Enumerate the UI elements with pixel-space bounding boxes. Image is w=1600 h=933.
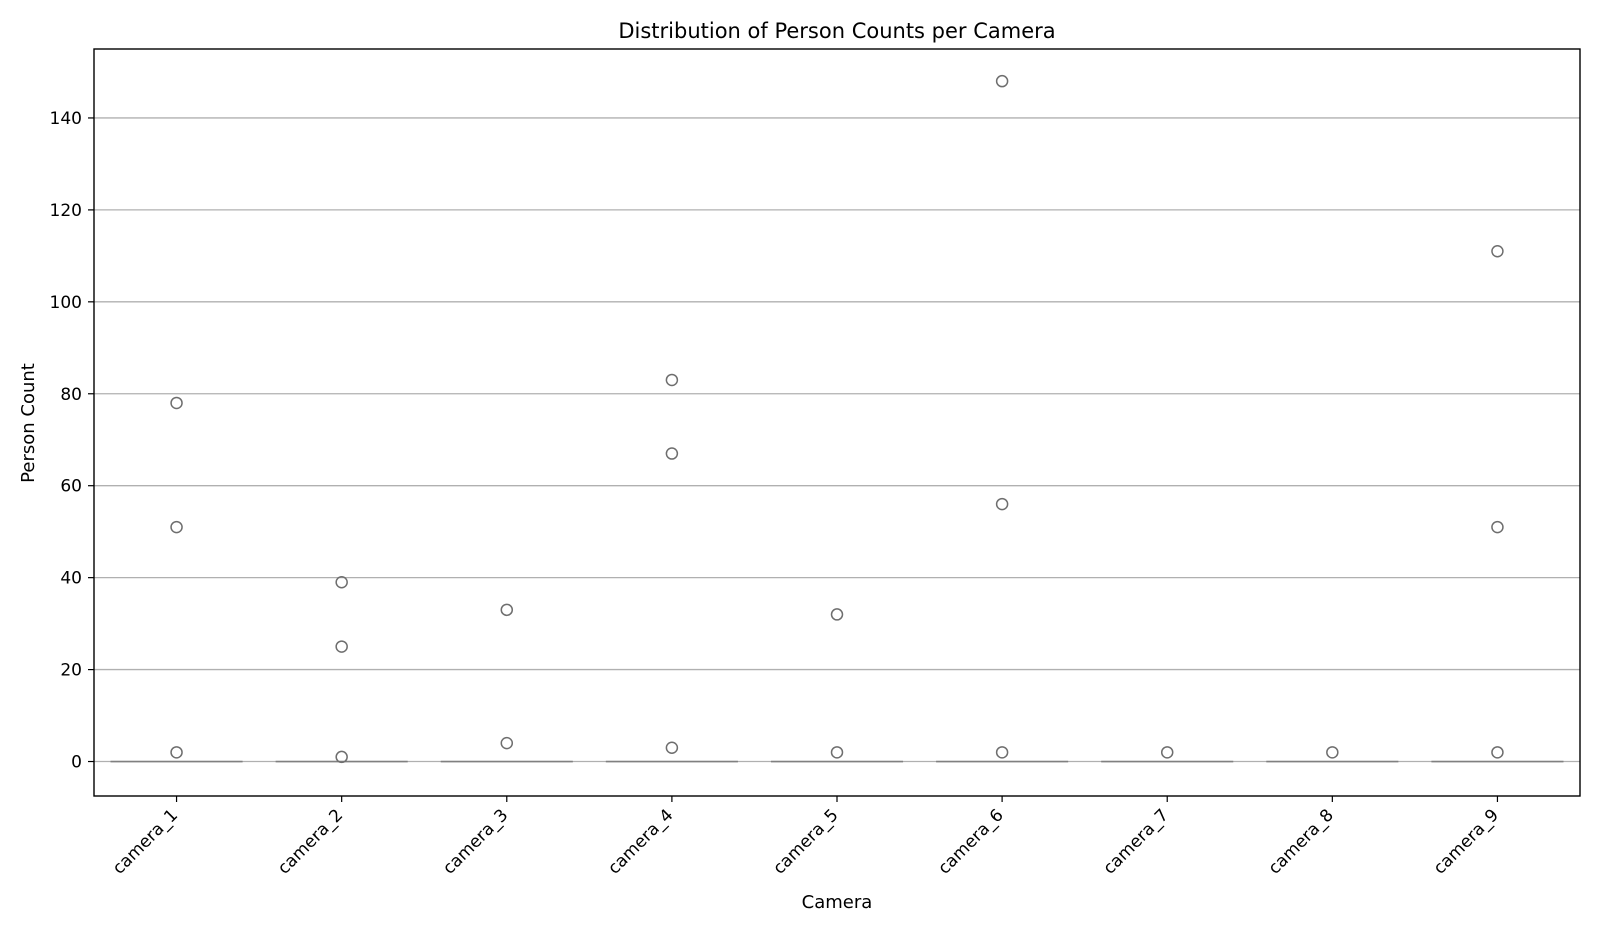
outlier-point-camera_9-3 (1491, 245, 1504, 258)
outlier-points (170, 74, 1504, 764)
y-tick-label-0: 0 (71, 753, 82, 773)
y-tick-label-100: 100 (50, 293, 82, 313)
y-tick-label-20: 20 (60, 661, 82, 681)
outlier-point-camera_1-2 (170, 520, 183, 534)
x-axis-title: Camera (802, 892, 873, 913)
outlier-point-camera_7-1 (1160, 746, 1174, 759)
y-axis: 0 20 40 60 80 100 120 140 (50, 109, 94, 773)
outlier-point-camera_3-2 (500, 603, 514, 617)
grid-lines (94, 117, 1580, 763)
outlier-point-camera_9-2 (1491, 520, 1504, 534)
outlier-point-camera_2-2 (335, 640, 348, 653)
outlier-point-camera_6-1 (995, 746, 1009, 759)
chart-title: Distribution of Person Counts per Camera (618, 19, 1055, 43)
outlier-point-camera_5-1 (830, 746, 844, 759)
outlier-point-camera_3-1 (500, 736, 514, 750)
outlier-point-camera_4-3 (665, 373, 679, 387)
y-tick-label-140: 140 (50, 109, 82, 129)
outlier-point-camera_4-2 (665, 447, 679, 460)
outlier-point-camera_1-1 (170, 746, 183, 759)
outlier-point-camera_5-2 (830, 608, 844, 621)
outlier-point-camera_6-2 (995, 497, 1009, 511)
outlier-point-camera_4-1 (665, 741, 679, 754)
y-tick-label-60: 60 (60, 477, 82, 497)
outlier-point-camera_6-3 (995, 74, 1009, 88)
outlier-point-camera_8-1 (1326, 746, 1339, 759)
outlier-point-camera_1-3 (170, 396, 183, 410)
y-tick-label-40: 40 (60, 569, 82, 589)
outlier-point-camera_2-1 (335, 750, 348, 764)
y-tick-label-120: 120 (50, 201, 82, 221)
outlier-point-camera_2-3 (335, 575, 348, 589)
y-tick-label-80: 80 (60, 385, 82, 405)
outlier-point-camera_9-1 (1491, 746, 1504, 759)
y-axis-title: Person Count (18, 363, 39, 483)
